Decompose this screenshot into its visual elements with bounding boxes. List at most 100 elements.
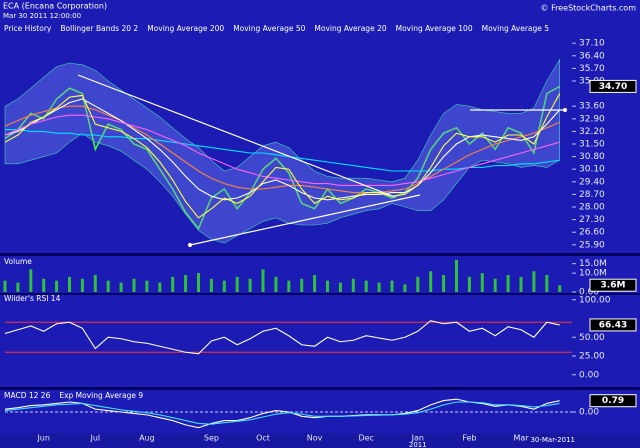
last-value-box [589, 79, 637, 93]
volume-bar [377, 282, 381, 292]
volume-bar [42, 278, 46, 292]
volume-bar [545, 275, 549, 292]
x-tick-label: Dec [358, 434, 373, 443]
volume-bar [287, 280, 291, 292]
volume-bar [209, 278, 213, 292]
trend-lines [77, 74, 568, 248]
y-tick-label: 32.90 [579, 114, 605, 124]
y-tick-label: 32.20 [579, 127, 605, 137]
volume-bar [338, 282, 342, 292]
chart-date: Mar 30 2011 12:00:00 [3, 12, 81, 20]
legend-entry: Price History [4, 24, 52, 33]
last-value-box [589, 394, 637, 408]
volume-bar [532, 271, 536, 292]
series-line [4, 401, 560, 425]
panel-divider [0, 387, 640, 390]
x-end-label: 30-Mar-2011 [530, 436, 575, 444]
y-tick-label: 35.70 [579, 64, 605, 74]
series-line [4, 105, 560, 194]
y-tick-label: 36.40 [579, 51, 605, 61]
volume-bar [80, 278, 84, 292]
legend-entry: Bollinger Bands 20 2 [60, 24, 138, 33]
y-tick-label: 50.00 [579, 333, 605, 343]
x-tick-label: Sep [204, 434, 219, 443]
volume-bar [29, 269, 33, 292]
volume-bar [326, 280, 329, 292]
volume-bar [455, 259, 458, 292]
y-tick-label: 30.80 [579, 152, 605, 162]
legend-entry: Moving Average 200 [147, 24, 224, 33]
x-tick-label: Oct [256, 434, 270, 443]
y-tick-label: 28.00 [579, 203, 605, 213]
x-axis-band [0, 433, 640, 448]
volume-bar [171, 276, 175, 292]
panel-divider [0, 253, 640, 256]
volume-bar [184, 275, 188, 292]
volume-bar [158, 282, 162, 292]
volume-bar [119, 282, 123, 292]
volume-bar [364, 280, 368, 292]
x-tick-label: Feb [462, 434, 476, 443]
copyright: © FreeStockCharts.com [541, 4, 637, 13]
series-line [4, 93, 561, 219]
volume-bar [222, 280, 226, 292]
last-value-label: 66.43 [599, 320, 627, 330]
chart-title: ECA (Encana Corporation) [3, 2, 107, 11]
trend-line [77, 74, 396, 198]
volume-bar [480, 273, 484, 292]
volume-bar [467, 276, 471, 292]
volume-bar [248, 278, 252, 292]
last-value-box [589, 318, 637, 332]
trend-point [562, 107, 568, 113]
volume-bar [274, 276, 278, 292]
y-tick-label: 28.70 [579, 190, 605, 200]
x-tick-label: Jun [36, 434, 50, 443]
legend-entry: Wilder's RSI 14 [4, 294, 61, 303]
volume-bar [16, 282, 20, 292]
x-tick-label: Jan [411, 434, 424, 443]
trend-point [187, 242, 193, 248]
volume-bar [261, 269, 265, 292]
series-line [4, 114, 560, 186]
volume-bar [313, 275, 317, 292]
last-value-label: 3.6M [601, 281, 626, 291]
legend-entry: Moving Average 50 [233, 24, 305, 33]
volume-bar [493, 278, 497, 292]
volume-bar [390, 280, 394, 292]
legend-entry: Exp Moving Average 9 [59, 391, 143, 400]
volume-bar [145, 280, 149, 292]
y-tick-label: 25.00 [579, 352, 605, 362]
y-tick-label: 29.40 [579, 177, 605, 187]
last-value-box [589, 278, 637, 292]
last-value-label: 34.70 [599, 82, 627, 92]
volume-bar [93, 275, 97, 292]
legend-entry: Volume [4, 257, 32, 266]
y-tick-label: 31.50 [579, 140, 605, 150]
legend-entry: Moving Average 100 [396, 24, 473, 33]
series-line [4, 320, 560, 355]
volume-bar [132, 278, 136, 292]
y-tick-label: 15.0M [579, 259, 607, 269]
x-tick-label: Nov [307, 434, 323, 443]
volume-bar [519, 276, 523, 292]
volume-bar [416, 276, 420, 292]
y-tick-label: 26.60 [579, 228, 605, 238]
legend-entry: Moving Average 20 [314, 24, 386, 33]
y-tick-label: 30.10 [579, 165, 605, 175]
series-line [4, 98, 561, 201]
panel-divider [0, 293, 640, 295]
y-tick-label: 0.00 [579, 408, 599, 418]
x-tick-label: Mar [513, 434, 529, 443]
y-tick-label: 27.30 [579, 215, 605, 225]
y-tick-label: 100.00 [579, 295, 611, 305]
trend-line [189, 194, 421, 246]
x-tick-label: Jul [89, 434, 100, 443]
volume-bar [3, 280, 7, 292]
volume-bar [106, 280, 110, 292]
volume-bar [429, 271, 433, 292]
last-value-label: 0.79 [602, 396, 624, 406]
x-year-label: 2011 [409, 441, 427, 448]
volume-bar [442, 275, 446, 292]
volume-bar [403, 284, 407, 292]
